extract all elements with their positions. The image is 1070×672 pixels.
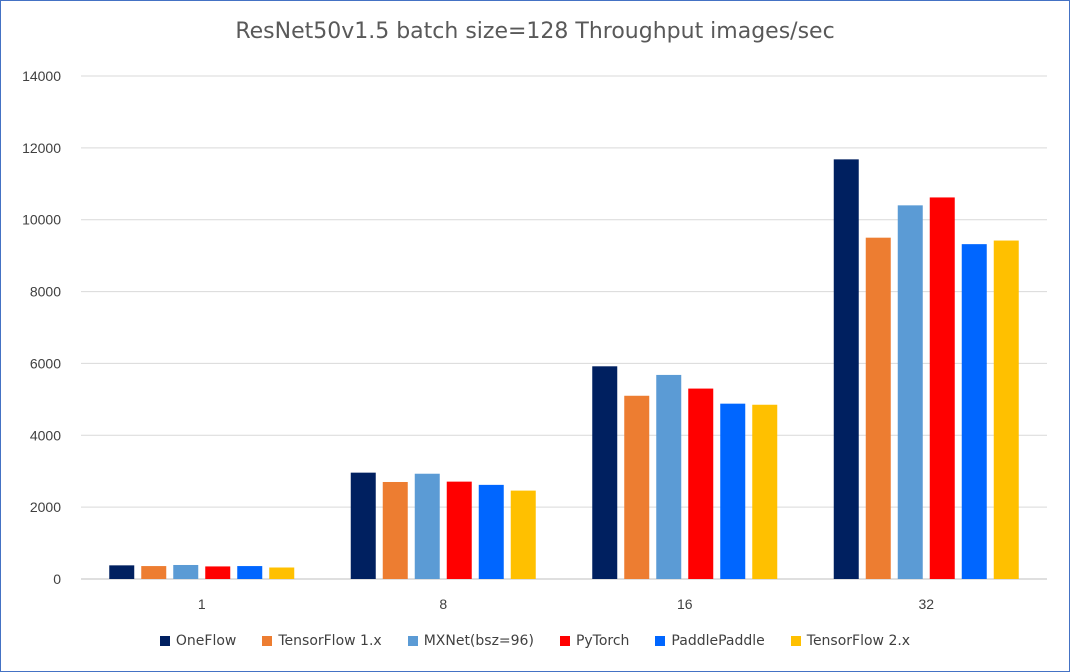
y-tick-label: 0 (53, 571, 61, 587)
bar (173, 564, 199, 579)
bar (993, 240, 1019, 579)
bar (414, 473, 440, 579)
bar (752, 404, 778, 579)
legend-label: PyTorch (575, 633, 630, 649)
bar (478, 484, 504, 579)
bar (929, 197, 955, 579)
legend-label: TensorFlow 1.x (278, 633, 382, 649)
legend-swatch (407, 636, 418, 646)
legend-item: MXNet(bsz=96) (407, 633, 534, 649)
legend-item: OneFlow (159, 633, 237, 649)
y-tick-label: 8000 (30, 284, 61, 300)
bar (269, 567, 295, 579)
legend-swatch (559, 636, 570, 646)
y-tick-label: 4000 (30, 427, 61, 443)
bar (237, 566, 263, 579)
bar (688, 388, 714, 579)
bar (624, 395, 650, 579)
legend-item: PyTorch (559, 633, 630, 649)
bar (205, 566, 231, 579)
x-tick-label: 8 (439, 596, 447, 612)
bar (897, 205, 923, 580)
legend-item: TensorFlow 2.x (790, 633, 911, 649)
legend-item: TensorFlow 1.x (262, 633, 382, 649)
legend-swatch (159, 636, 170, 646)
bar (382, 481, 408, 579)
legend-item: PaddlePaddle (655, 633, 765, 649)
chart-legend: OneFlow TensorFlow 1.x MXNet(bsz=96) PyTorc… (1, 633, 1069, 649)
legend-label: PaddlePaddle (671, 633, 765, 649)
legend-swatch (655, 636, 666, 646)
legend-swatch (790, 636, 801, 646)
y-tick-label: 10000 (22, 212, 61, 228)
legend-label: MXNet(bsz=96) (423, 633, 534, 649)
bar (656, 374, 682, 579)
x-tick-label: 16 (677, 596, 693, 612)
y-tick-label: 6000 (30, 355, 61, 371)
bar (833, 159, 859, 579)
y-tick-label: 14000 (22, 68, 61, 84)
y-tick-label: 12000 (22, 140, 61, 156)
bar (961, 244, 987, 579)
bar (446, 481, 472, 579)
x-tick-label: 32 (918, 596, 934, 612)
bar (720, 403, 746, 579)
legend-label: TensorFlow 2.x (806, 633, 911, 649)
bar (350, 472, 376, 579)
bar (109, 565, 135, 579)
bar (141, 566, 167, 579)
legend-label: OneFlow (175, 633, 237, 649)
legend-swatch (262, 636, 273, 646)
chart-title: ResNet50v1.5 batch size=128 Throughput i… (235, 19, 835, 44)
bar (510, 490, 536, 579)
bar (865, 237, 891, 579)
bar (592, 366, 618, 579)
y-tick-label: 2000 (30, 499, 61, 515)
x-tick-label: 1 (198, 596, 206, 612)
